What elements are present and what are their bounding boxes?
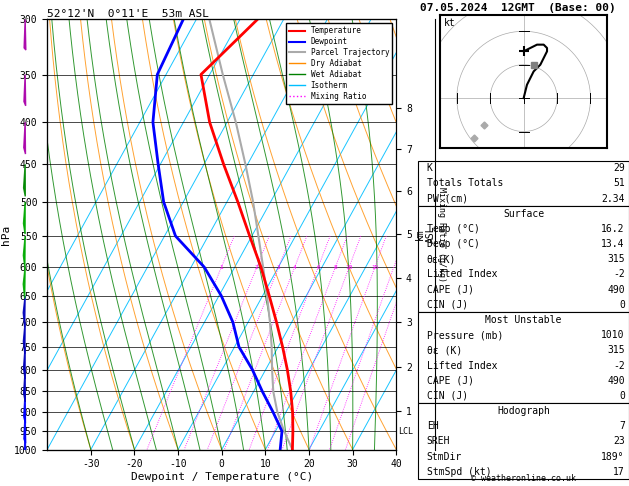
Text: Surface: Surface <box>503 209 544 219</box>
Text: EH: EH <box>426 421 438 431</box>
Text: 0: 0 <box>619 300 625 310</box>
Polygon shape <box>24 164 25 196</box>
Text: 1: 1 <box>220 264 223 270</box>
Polygon shape <box>24 370 25 402</box>
Text: 4: 4 <box>293 264 297 270</box>
Text: CIN (J): CIN (J) <box>426 391 468 401</box>
Text: 29: 29 <box>613 163 625 174</box>
Text: 07.05.2024  12GMT  (Base: 00): 07.05.2024 12GMT (Base: 00) <box>420 3 616 14</box>
Text: θε(K): θε(K) <box>426 254 456 264</box>
Polygon shape <box>23 322 25 354</box>
Text: 52°12'N  0°11'E  53m ASL: 52°12'N 0°11'E 53m ASL <box>47 9 209 18</box>
Polygon shape <box>24 412 26 443</box>
Text: 8: 8 <box>333 264 337 270</box>
Legend: Temperature, Dewpoint, Parcel Trajectory, Dry Adiabat, Wet Adiabat, Isotherm, Mi: Temperature, Dewpoint, Parcel Trajectory… <box>286 23 392 104</box>
Text: 7: 7 <box>619 421 625 431</box>
Text: StmSpd (kt): StmSpd (kt) <box>426 467 491 477</box>
Polygon shape <box>24 74 26 106</box>
Text: 13.4: 13.4 <box>601 239 625 249</box>
Text: SREH: SREH <box>426 436 450 446</box>
Text: 16.2: 16.2 <box>601 224 625 234</box>
Text: 315: 315 <box>607 346 625 355</box>
Polygon shape <box>23 202 25 234</box>
Text: CAPE (J): CAPE (J) <box>426 376 474 386</box>
Polygon shape <box>23 236 25 268</box>
Text: CIN (J): CIN (J) <box>426 300 468 310</box>
Polygon shape <box>24 122 25 154</box>
Text: StmDir: StmDir <box>426 451 462 462</box>
Text: PW (cm): PW (cm) <box>426 193 468 204</box>
Polygon shape <box>23 295 25 327</box>
Polygon shape <box>24 431 26 462</box>
Bar <box>418 206 629 312</box>
Text: 10: 10 <box>345 264 353 270</box>
Text: LCL: LCL <box>398 427 413 436</box>
Y-axis label: hPa: hPa <box>1 225 11 244</box>
Bar <box>418 161 629 206</box>
Text: kt: kt <box>443 18 455 28</box>
Text: Pressure (mb): Pressure (mb) <box>426 330 503 340</box>
Text: 23: 23 <box>613 436 625 446</box>
Text: 490: 490 <box>607 285 625 295</box>
Polygon shape <box>25 450 26 479</box>
Polygon shape <box>24 19 26 50</box>
Text: Hodograph: Hodograph <box>497 406 550 416</box>
Text: Dewp (°C): Dewp (°C) <box>426 239 479 249</box>
Text: 3: 3 <box>277 264 281 270</box>
Polygon shape <box>24 392 25 423</box>
Text: 315: 315 <box>607 254 625 264</box>
Text: Lifted Index: Lifted Index <box>426 270 497 279</box>
Text: 189°: 189° <box>601 451 625 462</box>
Text: -2: -2 <box>613 361 625 370</box>
Text: K: K <box>426 163 433 174</box>
Y-axis label: km
ASL: km ASL <box>415 226 437 243</box>
Text: 17: 17 <box>613 467 625 477</box>
Text: 51: 51 <box>613 178 625 189</box>
Bar <box>418 403 629 479</box>
Text: CAPE (J): CAPE (J) <box>426 285 474 295</box>
Text: © weatheronline.co.uk: © weatheronline.co.uk <box>471 474 576 483</box>
Polygon shape <box>23 347 25 379</box>
Text: Lifted Index: Lifted Index <box>426 361 497 370</box>
Text: 490: 490 <box>607 376 625 386</box>
Polygon shape <box>23 267 25 298</box>
Text: 0: 0 <box>619 391 625 401</box>
Text: -2: -2 <box>613 270 625 279</box>
Text: Temp (°C): Temp (°C) <box>426 224 479 234</box>
Text: 2: 2 <box>255 264 259 270</box>
Text: 1010: 1010 <box>601 330 625 340</box>
Text: Totals Totals: Totals Totals <box>426 178 503 189</box>
Bar <box>418 312 629 403</box>
Text: 15: 15 <box>371 264 379 270</box>
Text: 2.34: 2.34 <box>601 193 625 204</box>
Y-axis label: Mixing Ratio (g/kg): Mixing Ratio (g/kg) <box>437 187 446 282</box>
Text: θε (K): θε (K) <box>426 346 462 355</box>
Text: Most Unstable: Most Unstable <box>486 315 562 325</box>
X-axis label: Dewpoint / Temperature (°C): Dewpoint / Temperature (°C) <box>131 472 313 482</box>
Text: 6: 6 <box>316 264 320 270</box>
